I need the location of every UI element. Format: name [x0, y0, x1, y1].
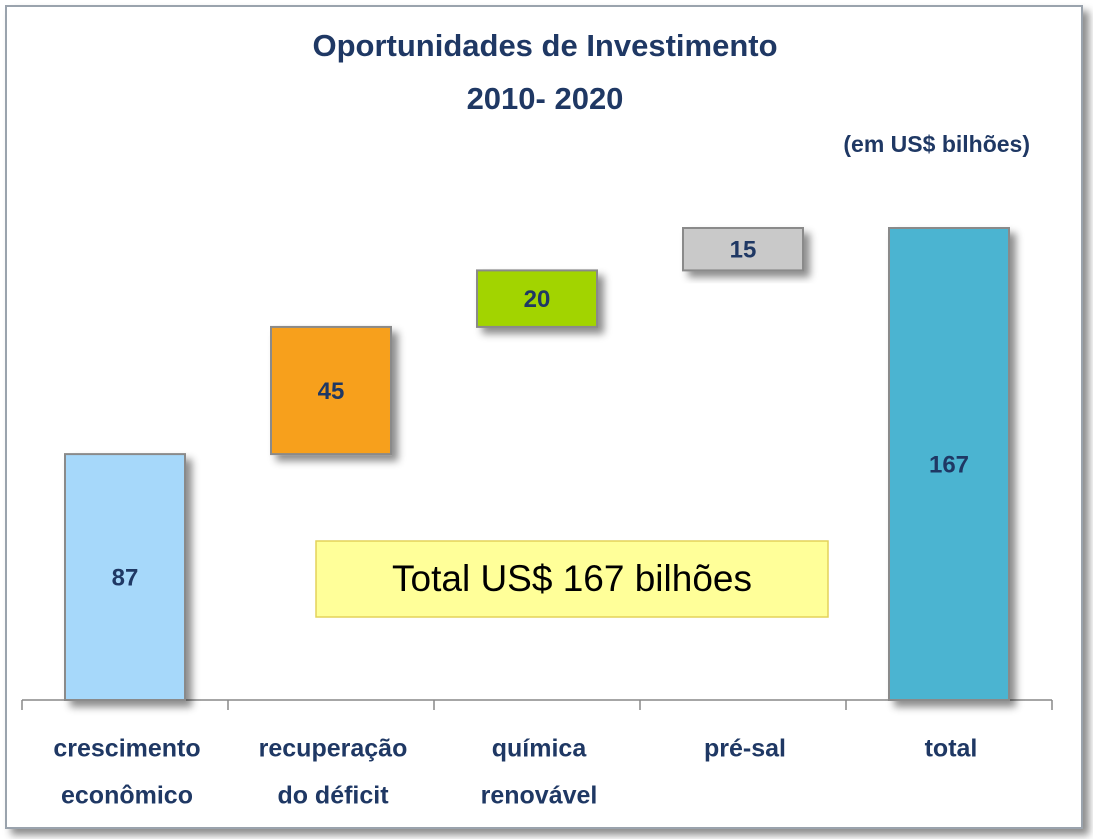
chart-subtitle: (em US$ bilhões): [843, 131, 1030, 157]
x-tick-label: econômico: [61, 782, 193, 810]
value-label: 167: [929, 451, 969, 478]
x-tick-label: do déficit: [277, 782, 389, 810]
chart-title: Oportunidades de Investimento: [312, 28, 777, 63]
value-label: 20: [524, 286, 551, 313]
x-tick-label: química: [492, 735, 588, 763]
annotation: Total US$ 167 bilhões: [392, 558, 752, 599]
value-label: 15: [730, 237, 757, 264]
x-tick-label: crescimento: [53, 735, 200, 763]
value-label: 45: [318, 378, 345, 405]
bar: [682, 227, 804, 272]
bar: [476, 269, 598, 328]
x-tick-label: recuperação: [259, 735, 408, 763]
x-tick-label: renovável: [481, 782, 598, 810]
x-tick-label: total: [925, 735, 978, 763]
value-label: 87: [112, 564, 139, 591]
x-tick-label: pré-sal: [704, 735, 786, 763]
bar: [888, 227, 1010, 701]
bar: [64, 453, 186, 701]
bar: [270, 325, 392, 456]
chart-title: 2010- 2020: [467, 81, 624, 116]
annotation-box: [315, 540, 829, 618]
